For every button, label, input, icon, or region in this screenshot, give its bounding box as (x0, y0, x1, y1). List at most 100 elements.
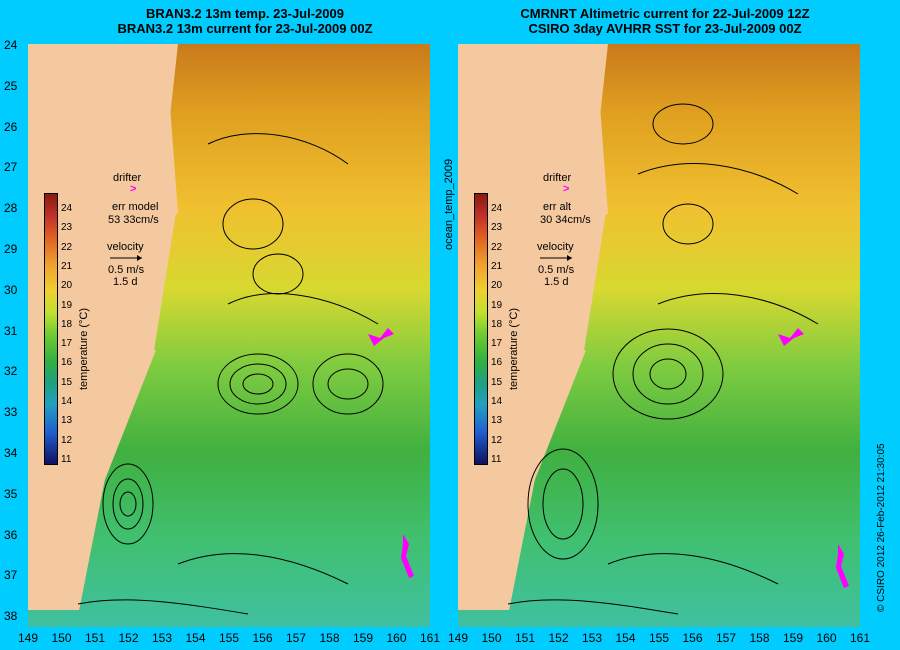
drifter-label: drifter (543, 172, 572, 184)
x-tick-label: 159 (783, 631, 804, 645)
current-streamlines (507, 103, 849, 615)
left-title-line1: BRAN3.2 13m temp. 23-Jul-2009 (146, 6, 344, 21)
velocity-label: velocity (107, 241, 144, 253)
velocity-value: 0.5 m/s (108, 264, 145, 276)
x-tick-label: 152 (548, 631, 569, 645)
x-tick-label: 150 (51, 631, 72, 645)
x-tick-label: 151 (515, 631, 536, 645)
colorbar-tick-label: 21 (491, 260, 503, 272)
colorbar-tick-label: 24 (491, 203, 503, 214)
colorbar-tick-label: 16 (491, 357, 503, 369)
colorbar-tick-label: 22 (491, 241, 503, 253)
x-tick-label: 154 (185, 631, 206, 645)
y-tick-label: 31 (4, 323, 18, 338)
x-tick-label: 155 (219, 631, 240, 645)
y-tick-label: 24 (4, 38, 18, 52)
velocity-label: velocity (537, 241, 574, 253)
colorbar-tick-label: 20 (491, 280, 503, 292)
colorbar-tick-label: 13 (491, 415, 503, 427)
left-title: BRAN3.2 13m temp. 23-Jul-2009 BRAN3.2 13… (40, 6, 450, 36)
colorbar (44, 193, 58, 465)
right-title-line2: CSIRO 3day AVHRR SST for 23-Jul-2009 00Z (528, 21, 802, 36)
x-tick-label: 149 (448, 631, 469, 645)
current-streamlines (77, 133, 414, 615)
y-tick-label: 36 (4, 527, 18, 542)
x-tick-label: 151 (85, 631, 106, 645)
colorbar-tick-label: 11 (491, 453, 502, 465)
velocity-arrow (110, 255, 142, 261)
land-mass (458, 44, 608, 214)
colorbar-tick-label: 11 (61, 453, 72, 465)
left-title-line2: BRAN3.2 13m current for 23-Jul-2009 00Z (117, 21, 373, 36)
x-tick-label: 149 (18, 631, 39, 645)
colorbar-tick-label: 14 (491, 396, 503, 407)
y-tick-label: 25 (4, 78, 18, 93)
y-tick-label: 35 (4, 486, 18, 501)
y-tick-label: 32 (4, 364, 18, 379)
colorbar-tick-label: 19 (61, 299, 73, 311)
x-tick-label: 158 (319, 631, 340, 645)
credit-label: © CSIRO 2012 26-Feb-2012 21:30:05 (876, 443, 887, 612)
x-tick-label: 156 (252, 631, 273, 645)
x-tick-label: 153 (152, 631, 173, 645)
left-map-panel (28, 44, 430, 627)
colorbar-tick-label: 18 (491, 318, 503, 330)
colorbar-tick-label: 12 (61, 434, 73, 446)
colorbar-tick-label: 21 (61, 260, 73, 272)
right-title: CMRNRT Altimetric current for 22-Jul-200… (455, 6, 875, 36)
colorbar-tick-label: 12 (491, 434, 503, 446)
drifter-label: drifter (113, 172, 142, 184)
colorbar-tick-label: 20 (61, 280, 73, 292)
right-title-line1: CMRNRT Altimetric current for 22-Jul-200… (520, 6, 810, 21)
y-tick-label: 27 (4, 160, 18, 175)
y-tick-label: 30 (4, 282, 18, 297)
x-tick-label: 160 (386, 631, 407, 645)
err-label: err alt (543, 201, 572, 213)
colorbar-tick-label: 16 (61, 357, 73, 369)
x-tick-label: 153 (582, 631, 603, 645)
colorbar-tick-label: 17 (491, 338, 503, 350)
y-tick-label: 28 (4, 201, 18, 216)
colorbar-label: temperature (°C) (508, 307, 520, 390)
colorbar-tick-label: 15 (491, 376, 503, 388)
x-tick-label: 160 (816, 631, 837, 645)
velocity-time: 1.5 d (113, 276, 138, 288)
center-label: ocean_temp_2009 (443, 158, 455, 250)
right-map-panel (458, 44, 860, 627)
drifter-symbol: > (563, 183, 570, 195)
colorbar-tick-label: 22 (61, 241, 73, 253)
y-tick-label: 37 (4, 568, 18, 583)
colorbar-tick-label: 15 (61, 376, 73, 388)
y-tick-label: 26 (4, 119, 18, 134)
x-tick-label: 161 (850, 631, 871, 645)
colorbar-tick-label: 23 (61, 222, 73, 234)
x-tick-label: 159 (353, 631, 374, 645)
colorbar-tick-label: 24 (61, 203, 73, 214)
colorbar-label: temperature (°C) (78, 307, 90, 390)
x-tick-label: 150 (481, 631, 502, 645)
velocity-value: 0.5 m/s (538, 264, 575, 276)
err-label: err model (112, 201, 159, 213)
y-tick-label: 34 (4, 446, 18, 460)
drifter-symbol: > (130, 183, 137, 195)
x-tick-label: 157 (716, 631, 737, 645)
x-tick-label: 154 (615, 631, 636, 645)
colorbar-tick-label: 13 (61, 415, 73, 427)
x-tick-label: 161 (420, 631, 441, 645)
y-tick-label: 38 (4, 609, 18, 624)
colorbar-tick-label: 17 (61, 338, 73, 350)
err-value: 30 34cm/s (540, 214, 591, 226)
velocity-arrow (540, 255, 572, 261)
land-mass (28, 44, 178, 214)
colorbar-tick-label: 19 (491, 299, 503, 311)
x-tick-label: 152 (118, 631, 139, 645)
velocity-time: 1.5 d (544, 276, 569, 288)
err-value: 53 33cm/s (108, 214, 159, 226)
colorbar (474, 193, 488, 465)
x-tick-label: 155 (649, 631, 670, 645)
colorbar-tick-label: 23 (491, 222, 503, 234)
colorbar-tick-label: 18 (61, 318, 73, 330)
x-tick-label: 156 (682, 631, 703, 645)
y-tick-label: 29 (4, 242, 18, 256)
x-tick-label: 158 (749, 631, 770, 645)
